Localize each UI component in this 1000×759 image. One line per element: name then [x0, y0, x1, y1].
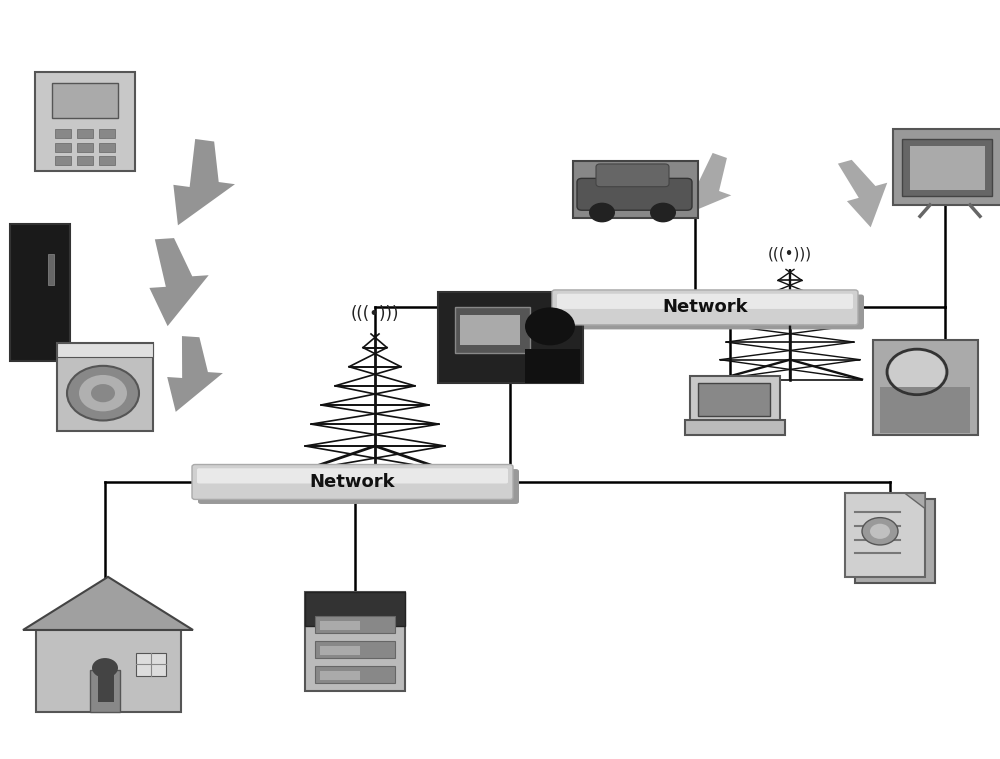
Text: Network: Network [662, 298, 748, 317]
FancyBboxPatch shape [558, 294, 864, 329]
Bar [99, 156, 115, 165]
Circle shape [92, 658, 118, 678]
FancyBboxPatch shape [192, 465, 513, 499]
Bar [55, 143, 71, 152]
Polygon shape [173, 139, 235, 225]
Bar [525, 349, 580, 383]
Bar [55, 156, 71, 165]
Bar [10, 224, 70, 361]
Bar [305, 592, 405, 626]
Circle shape [889, 351, 945, 393]
Bar [136, 653, 166, 676]
Circle shape [870, 524, 890, 539]
Bar [36, 630, 181, 712]
Text: Network: Network [310, 473, 395, 491]
Circle shape [91, 384, 115, 402]
Bar [35, 72, 135, 171]
Bar [77, 129, 93, 138]
Bar [90, 670, 120, 712]
Bar [48, 254, 54, 285]
Bar [845, 493, 925, 577]
Bar [690, 376, 780, 421]
Bar [455, 307, 530, 353]
FancyBboxPatch shape [557, 294, 853, 309]
Circle shape [650, 203, 676, 222]
Bar [320, 646, 360, 655]
Bar [902, 139, 992, 196]
Polygon shape [838, 160, 887, 227]
Bar [305, 592, 405, 691]
Bar [315, 616, 395, 633]
Polygon shape [675, 153, 731, 219]
Bar [320, 671, 360, 680]
Bar [57, 343, 153, 431]
Bar [880, 387, 970, 433]
FancyBboxPatch shape [552, 290, 858, 325]
Polygon shape [905, 493, 925, 509]
FancyBboxPatch shape [197, 468, 508, 483]
Circle shape [589, 203, 615, 222]
Bar [55, 129, 71, 138]
Bar [315, 641, 395, 658]
Polygon shape [149, 238, 209, 326]
Bar [698, 383, 770, 416]
Bar [315, 666, 395, 683]
Bar [855, 499, 935, 583]
Circle shape [525, 307, 575, 345]
FancyBboxPatch shape [596, 164, 669, 187]
Bar [910, 146, 985, 190]
Circle shape [67, 366, 139, 420]
Bar [99, 143, 115, 152]
Text: (((•))): (((•))) [768, 247, 812, 262]
Bar [99, 129, 115, 138]
Bar [52, 83, 118, 118]
Bar [685, 420, 785, 435]
Circle shape [79, 375, 127, 411]
Polygon shape [23, 577, 193, 630]
Bar [57, 343, 153, 357]
Bar [572, 162, 698, 219]
Polygon shape [167, 336, 223, 412]
Bar [77, 156, 93, 165]
Circle shape [862, 518, 898, 545]
Bar [460, 315, 520, 345]
Bar [872, 340, 978, 434]
Bar [320, 621, 360, 630]
Bar [98, 672, 114, 702]
Text: (((•))): (((•))) [351, 304, 399, 323]
Bar [438, 292, 582, 383]
FancyBboxPatch shape [577, 178, 692, 210]
Bar [893, 129, 1000, 205]
Bar [77, 143, 93, 152]
FancyBboxPatch shape [198, 469, 519, 504]
